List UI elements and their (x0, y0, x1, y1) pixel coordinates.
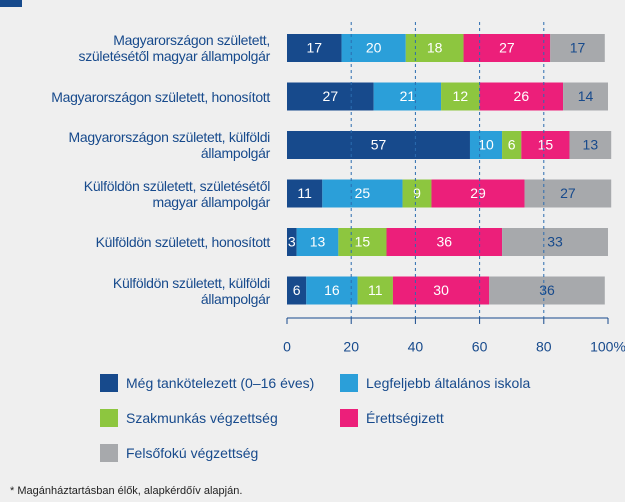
category-label: Külföldön született, születésétől magyar… (83, 177, 271, 210)
bar-segment (373, 82, 442, 111)
x-tick-label: 40 (408, 339, 424, 355)
legend-label: Felsőfokú végzettség (126, 445, 259, 461)
x-tick-label: 20 (343, 339, 359, 355)
value-label: 13 (310, 234, 326, 250)
value-label: 18 (427, 40, 443, 56)
value-label: 26 (514, 88, 530, 104)
bar-segment (392, 276, 490, 305)
bar-segment (287, 131, 470, 159)
legend-label: Még tankötelezett (0–16 éves) (126, 375, 315, 391)
legend-label: Érettségizett (366, 410, 444, 426)
legend-swatch (340, 409, 358, 427)
bar-segment (569, 131, 612, 159)
value-label: 15 (355, 234, 371, 250)
value-label: 9 (413, 185, 421, 201)
bar-segment (386, 228, 503, 256)
x-tick-label: 60 (472, 339, 488, 355)
bar-segment (431, 179, 525, 208)
category-label: Külföldön született, külföldi állampolgá… (112, 274, 270, 307)
value-label: 30 (433, 282, 449, 298)
bar-segment (287, 34, 342, 62)
legend-label: Szakmunkás végzettség (126, 410, 278, 426)
bar-segment (287, 228, 297, 256)
category-label: Magyarországon született, külföldi állam… (68, 129, 271, 161)
value-label: 15 (538, 137, 554, 153)
bar-segment (402, 179, 432, 208)
legend-swatch (100, 409, 118, 427)
bar-segment (479, 82, 564, 111)
value-label: 17 (306, 40, 322, 56)
value-label: 27 (499, 40, 515, 56)
value-label: 17 (570, 40, 586, 56)
bar-segment (287, 179, 323, 208)
bar-segment (489, 276, 605, 305)
value-label: 6 (508, 137, 516, 153)
value-label: 21 (400, 88, 416, 104)
x-tick-label: 100% (590, 339, 625, 355)
bar-segment (322, 179, 403, 208)
value-label: 57 (371, 137, 387, 153)
bar-segment (357, 276, 393, 305)
header-mark (0, 0, 22, 7)
value-label: 11 (368, 282, 383, 298)
value-label: 36 (437, 234, 453, 250)
bar-segment (550, 34, 605, 62)
bar-segment (341, 34, 406, 62)
bar-segment (563, 82, 608, 111)
category-label: Külföldön született, honosított (95, 234, 271, 250)
bar-segment (469, 131, 503, 159)
value-label: 12 (453, 88, 469, 104)
category-label: Magyarországon született, születésétől m… (78, 32, 271, 64)
bar-segment (463, 34, 551, 62)
bar-segment (296, 228, 339, 256)
bar-segment (502, 228, 608, 256)
bar-segment (287, 276, 307, 305)
value-label: 20 (366, 40, 382, 56)
bar-segment (502, 131, 522, 159)
bar-segment (524, 179, 612, 208)
legend-label: Legfeljebb általános iskola (366, 375, 531, 391)
value-label: 6 (293, 282, 301, 298)
bar-segment (338, 228, 387, 256)
bar-segment (521, 131, 570, 159)
value-label: 11 (297, 185, 312, 201)
value-label: 25 (355, 185, 371, 201)
x-tick-label: 0 (283, 339, 291, 355)
legend-swatch (100, 444, 118, 462)
value-label: 33 (547, 234, 563, 250)
x-tick-label: 80 (536, 339, 552, 355)
footnote: * Magánháztartásban élők, alapkérdőív al… (10, 485, 243, 497)
value-label: 29 (470, 185, 486, 201)
bar-segment (306, 276, 358, 305)
legend-swatch (100, 374, 118, 392)
value-label: 27 (560, 185, 576, 201)
bar-segment (441, 82, 480, 111)
value-label: 3 (288, 234, 296, 250)
value-label: 36 (539, 282, 555, 298)
category-label: Magyarországon született, honosított (51, 88, 270, 105)
value-label: 16 (324, 282, 340, 298)
legend-swatch (340, 374, 358, 392)
value-label: 13 (583, 137, 599, 153)
value-label: 27 (323, 88, 339, 104)
bar-segment (287, 82, 374, 111)
value-label: 14 (578, 88, 594, 104)
value-label: 10 (478, 137, 494, 153)
